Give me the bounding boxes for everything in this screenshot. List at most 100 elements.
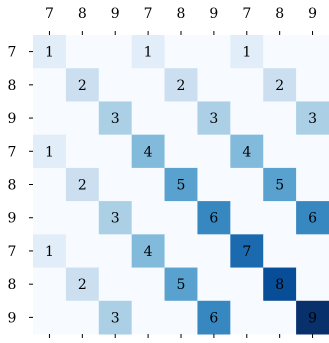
x-tick-label: 7 (242, 6, 251, 22)
cell (164, 68, 198, 102)
empty-cell (33, 300, 67, 335)
empty-cell (164, 134, 198, 169)
y-tick-label: 8 (8, 178, 17, 194)
empty-cell (263, 201, 297, 235)
cell (263, 267, 297, 302)
x-tick-label: 9 (209, 6, 218, 22)
cell (33, 234, 67, 269)
cell-label: 6 (209, 211, 218, 227)
empty-cell (65, 234, 100, 269)
empty-cell (263, 101, 297, 136)
cell (98, 201, 133, 235)
cell-label: 6 (308, 211, 317, 227)
cell-label: 1 (242, 45, 251, 61)
empty-cell (98, 68, 133, 102)
cell-label: 4 (144, 244, 153, 260)
y-tick-label: 7 (8, 244, 17, 260)
cell (33, 35, 67, 69)
cell (197, 201, 231, 235)
cell-label: 2 (78, 277, 87, 293)
cell-label: 2 (177, 78, 186, 94)
cell (65, 167, 100, 202)
empty-cell (296, 167, 329, 202)
y-tick-label: 9 (8, 211, 17, 227)
cell (197, 300, 231, 335)
empty-cell (65, 201, 100, 235)
cell-label: 3 (111, 211, 120, 227)
x-tick-label: 7 (144, 6, 153, 22)
cell-label: 4 (242, 144, 251, 160)
cell-label: 8 (275, 277, 284, 293)
cell (263, 167, 297, 202)
cell (65, 267, 100, 302)
cell (230, 134, 264, 169)
cell (164, 167, 198, 202)
empty-cell (65, 134, 100, 169)
cell-label: 1 (45, 144, 54, 160)
empty-cell (230, 201, 264, 235)
empty-cell (197, 35, 231, 69)
empty-cell (33, 101, 67, 136)
cell (230, 35, 264, 69)
y-tick-label: 9 (8, 111, 17, 127)
empty-cell (296, 267, 329, 302)
cell (131, 35, 166, 69)
empty-cell (98, 167, 133, 202)
cell-label: 3 (308, 111, 317, 127)
cell-label: 3 (209, 111, 218, 127)
empty-cell (296, 35, 329, 69)
empty-cell (230, 267, 264, 302)
empty-cell (131, 167, 166, 202)
empty-cell (263, 35, 297, 69)
empty-cell (164, 201, 198, 235)
empty-cell (230, 68, 264, 102)
empty-cell (164, 101, 198, 136)
cell (230, 234, 264, 269)
empty-cell (197, 267, 231, 302)
x-tick-label: 8 (275, 6, 284, 22)
empty-cell (263, 134, 297, 169)
cell-label: 1 (144, 45, 153, 61)
cell-label: 1 (45, 244, 54, 260)
empty-cell (131, 300, 166, 335)
x-tick-label: 9 (308, 6, 317, 22)
empty-cell (98, 35, 133, 69)
empty-cell (296, 134, 329, 169)
cell (197, 101, 231, 136)
empty-cell (131, 101, 166, 136)
cell-label: 7 (242, 244, 251, 260)
cell-label: 3 (111, 310, 120, 326)
cell-label: 6 (209, 310, 218, 326)
y-tick-label: 7 (8, 45, 17, 61)
y-tick-label: 8 (8, 78, 17, 94)
cell-label: 4 (144, 144, 153, 160)
cell-label: 2 (275, 78, 284, 94)
empty-cell (65, 300, 100, 335)
empty-cell (230, 300, 264, 335)
cell (296, 101, 329, 136)
empty-cell (230, 101, 264, 136)
empty-cell (98, 234, 133, 269)
cell-label: 5 (177, 277, 186, 293)
y-tick-label: 9 (8, 310, 17, 326)
empty-cell (131, 68, 166, 102)
cell (98, 300, 133, 335)
empty-cell (131, 267, 166, 302)
cell (131, 134, 166, 169)
cell (296, 300, 329, 335)
cell-label: 5 (177, 178, 186, 194)
empty-cell (164, 234, 198, 269)
empty-cell (296, 68, 329, 102)
empty-cell (33, 68, 67, 102)
empty-cell (197, 234, 231, 269)
cell-label: 5 (275, 178, 284, 194)
cell (65, 68, 100, 102)
empty-cell (65, 101, 100, 136)
empty-cell (263, 234, 297, 269)
cell-label: 2 (78, 178, 87, 194)
empty-cell (296, 234, 329, 269)
empty-cell (197, 134, 231, 169)
empty-cell (65, 35, 100, 69)
y-tick-label: 8 (8, 277, 17, 293)
